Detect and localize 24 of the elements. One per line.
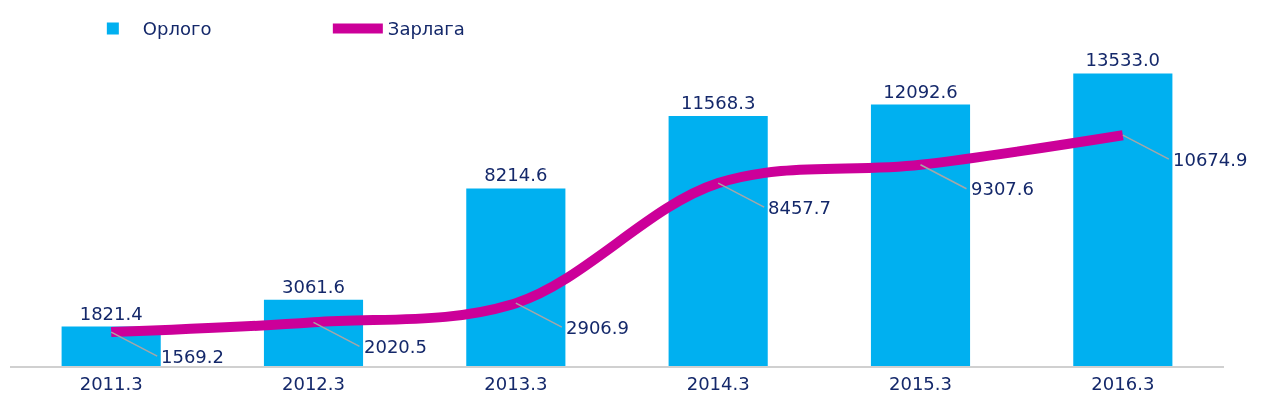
data-label: 2020.5 bbox=[364, 336, 427, 357]
data-label: 10674.9 bbox=[1173, 149, 1248, 170]
bar bbox=[466, 188, 566, 366]
data-label: 13533.0 bbox=[1085, 49, 1161, 71]
x-tick-label: 2015.3 bbox=[889, 372, 952, 394]
legend-label: Орлого bbox=[142, 18, 212, 40]
x-tick-label: 2012.3 bbox=[282, 372, 345, 394]
x-tick-label: 2013.3 bbox=[484, 372, 548, 394]
data-label: 12092.6 bbox=[883, 80, 958, 102]
data-label: 8457.7 bbox=[768, 197, 831, 218]
x-tick-label: 2016.3 bbox=[1091, 372, 1155, 394]
data-label: 8214.6 bbox=[484, 164, 548, 186]
bar bbox=[668, 115, 768, 366]
bar bbox=[870, 104, 971, 366]
data-label: 9307.6 bbox=[971, 178, 1034, 199]
data-label: 1821.4 bbox=[79, 302, 143, 324]
data-label: 3061.6 bbox=[282, 275, 345, 297]
data-label: 11568.3 bbox=[680, 91, 756, 113]
x-tick-label: 2011.3 bbox=[79, 372, 143, 394]
data-label: 2906.9 bbox=[566, 317, 629, 338]
x-tick-label: 2014.3 bbox=[686, 372, 750, 394]
bar bbox=[1073, 73, 1173, 366]
legend-label: Зарлага bbox=[387, 18, 465, 40]
data-label: 1569.2 bbox=[161, 346, 224, 367]
